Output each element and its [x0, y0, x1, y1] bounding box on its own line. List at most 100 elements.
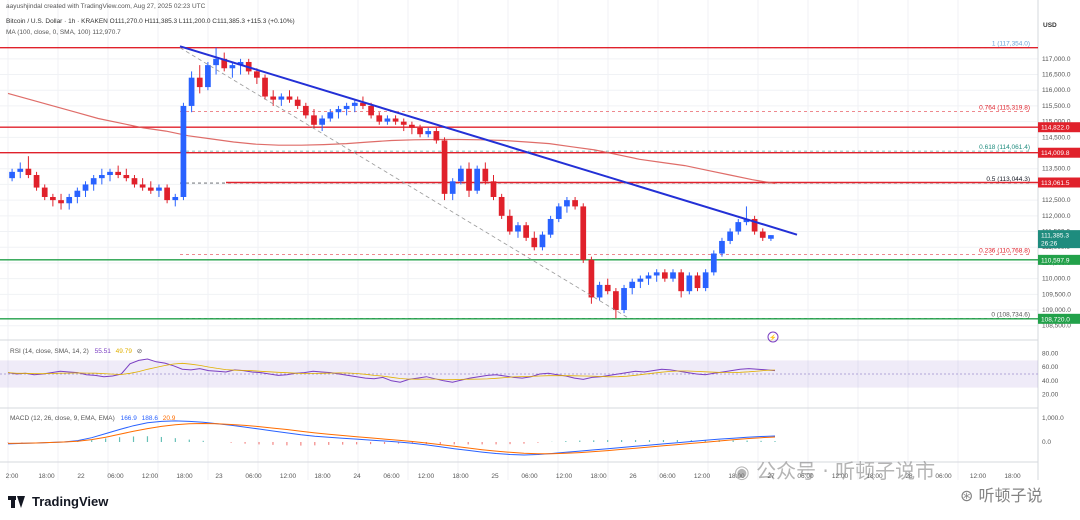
- candle-body: [400, 121, 407, 125]
- candle-body: [743, 218, 750, 223]
- candle-body: [515, 225, 521, 232]
- candle-body: [523, 225, 529, 238]
- candle-body: [270, 96, 277, 100]
- candle-body: [41, 187, 48, 197]
- candle-body: [286, 96, 293, 100]
- header-ma-line[interactable]: MA (100, close, 0, SMA, 100) 112,970.7: [6, 29, 121, 36]
- time-tick-label: 18:00: [452, 473, 469, 480]
- time-tick-label: 12:00: [832, 473, 849, 480]
- fib-anchor-line: [179, 47, 630, 319]
- candle-body: [719, 240, 725, 254]
- time-tick-label: 12:00: [280, 473, 297, 480]
- candle-body: [694, 275, 701, 289]
- rsi-value-1: 55.51: [94, 348, 111, 355]
- macd-line: [7, 420, 776, 456]
- time-axis: 2:00 18:00 22 06:00 12:00 18:00 23 06:00 12:00 18…: [6, 473, 1021, 480]
- candle-body: [613, 291, 619, 311]
- candle-body: [180, 105, 187, 197]
- candle-body: [335, 109, 342, 113]
- macd-value-1: 166.9: [120, 415, 137, 422]
- candle-body: [490, 181, 497, 197]
- event-marker-glyph: ⚡: [769, 334, 776, 342]
- candle-body: [74, 190, 81, 197]
- price-tag-label: 114,009.8: [1041, 150, 1070, 157]
- macd-legend: MACD (12, 26, close, 9, EMA, EMA) 166.9 …: [10, 415, 175, 422]
- candle-body: [25, 168, 32, 176]
- time-tick-label: 18:00: [590, 473, 607, 480]
- time-tick-label: 12:00: [694, 473, 711, 480]
- rsi-band-fill: [0, 360, 1038, 388]
- candle-body: [311, 115, 317, 125]
- currency-label: USD: [1043, 22, 1057, 29]
- candle-body: [172, 196, 179, 201]
- candle-body: [670, 272, 676, 279]
- candle-body: [506, 215, 513, 232]
- rsi-label: RSI (14, close, SMA, 14, 2): [10, 348, 89, 355]
- time-tick-label: 18:00: [176, 473, 193, 480]
- candle-body: [604, 284, 611, 292]
- candle-body: [564, 200, 570, 207]
- price-tag-box: [1038, 313, 1080, 324]
- candle-body: [221, 58, 228, 69]
- candle-body: [156, 187, 162, 191]
- time-tick-label: 18:00: [728, 473, 745, 480]
- fib-level-label: 1 (117,354.0): [992, 41, 1030, 48]
- candle-body: [147, 187, 154, 191]
- candle-body: [58, 200, 64, 204]
- candle-body: [629, 281, 636, 289]
- tradingview-logo[interactable]: TradingView: [8, 494, 108, 509]
- candle-body: [368, 105, 374, 116]
- candle-body: [572, 200, 578, 207]
- candle-body: [66, 196, 73, 204]
- candle-body: [196, 77, 203, 88]
- site-watermark-text: 听顿子说: [978, 486, 1043, 505]
- price-tag-label: 113,061.5: [1041, 180, 1070, 187]
- candle-body: [107, 171, 113, 176]
- header-symbol-line[interactable]: Bitcoin / U.S. Dollar · 1h · KRAKEN O111…: [6, 18, 295, 25]
- price-tick-label: 109,000.0: [1042, 307, 1071, 314]
- time-tick-label: 18:00: [866, 473, 883, 480]
- time-tick-label: 18:00: [1004, 473, 1021, 480]
- event-marker-icon[interactable]: [767, 331, 779, 343]
- candle-body: [661, 272, 668, 279]
- candle-body: [678, 272, 685, 292]
- candle-body: [539, 234, 546, 248]
- fib-level-label: 0.764 (115,319.8): [979, 105, 1030, 112]
- candle-body: [213, 58, 219, 66]
- candle-body: [555, 206, 562, 219]
- candle-body: [621, 288, 627, 311]
- price-tag-box: [1038, 254, 1080, 265]
- candle-body: [229, 65, 236, 69]
- time-tick-label: 06:00: [521, 473, 538, 480]
- candle-body: [441, 140, 448, 194]
- fib-level-label: 0.236 (110,768.8): [979, 247, 1030, 254]
- candle-body: [50, 196, 56, 201]
- rsi-tick-label: 80.00: [1042, 351, 1059, 358]
- time-tick-label: 06:00: [935, 473, 952, 480]
- price-tag-label: 111,385.3: [1041, 233, 1069, 240]
- time-tick-label: 28: [905, 473, 913, 480]
- candle-body: [425, 131, 432, 135]
- price-tick-label: 115,500.0: [1042, 103, 1071, 110]
- wechat-watermark: ◉ 公众号 · 听顿子说市: [734, 455, 935, 484]
- candle-body: [392, 118, 399, 122]
- time-tick-label: 06:00: [383, 473, 400, 480]
- price-tick-label: 116,000.0: [1042, 87, 1071, 94]
- price-tag-box: [1038, 177, 1080, 188]
- rsi-band: [0, 360, 1038, 388]
- time-tick-label: 06:00: [107, 473, 124, 480]
- candle-body: [123, 175, 130, 179]
- candle-body: [351, 102, 358, 106]
- candle-body: [82, 184, 89, 191]
- candle-body: [466, 168, 472, 191]
- candle-body: [205, 65, 211, 88]
- candle-body: [727, 231, 733, 241]
- candle-body: [482, 168, 489, 182]
- candle-body: [262, 77, 268, 97]
- downtrend-line: [179, 45, 798, 236]
- rsi-tick-label: 60.00: [1042, 364, 1059, 371]
- price-tick-label: 112,500.0: [1042, 197, 1071, 204]
- rsi-settings-icon[interactable]: ⊘: [136, 348, 143, 355]
- macd-value-2: 188.6: [141, 415, 158, 422]
